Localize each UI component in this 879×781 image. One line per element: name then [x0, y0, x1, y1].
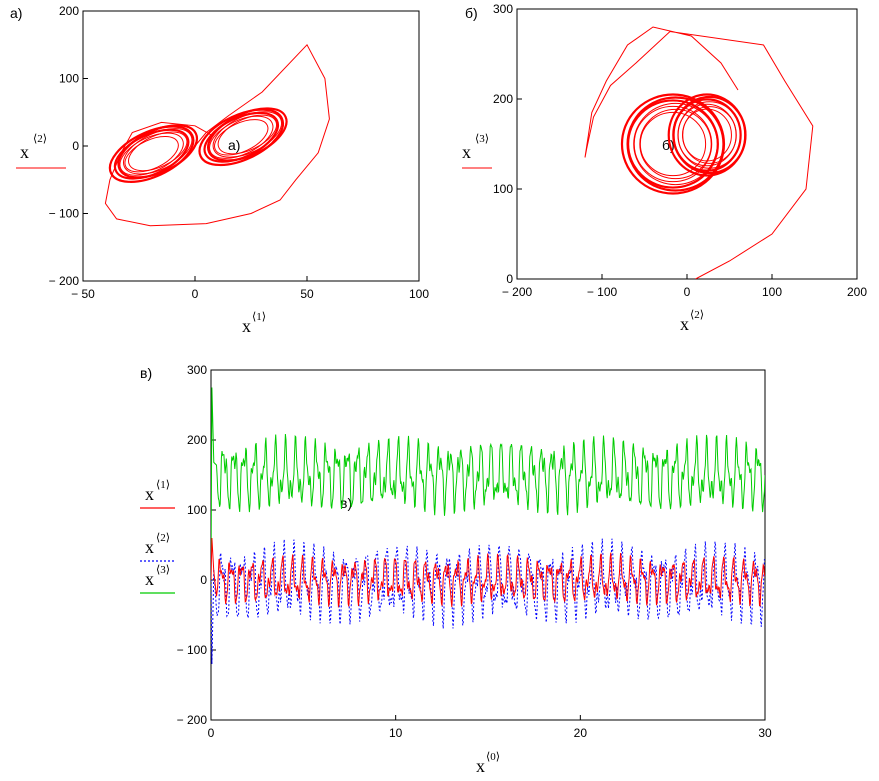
y-axis-superscript-a: ⟨2⟩ — [33, 133, 47, 145]
legend-label: x — [145, 484, 154, 504]
legend-superscript: ⟨2⟩ — [156, 532, 170, 544]
legend-label: x — [145, 569, 154, 589]
time-series-group — [211, 387, 765, 665]
x-tick-label: 100 — [409, 287, 429, 301]
x-axis-superscript-b: ⟨2⟩ — [690, 309, 704, 321]
y-axis-label-a: x — [20, 142, 29, 162]
attractor-loop-a — [633, 105, 713, 183]
trajectory-group-a — [104, 43, 330, 227]
legend-label: x — [145, 537, 154, 557]
panel-label-b: б) — [465, 5, 478, 21]
y-axis-superscript-b: ⟨3⟩ — [475, 133, 489, 145]
x-axis-superscript-c: ⟨0⟩ — [486, 751, 500, 763]
trajectory-group-b — [584, 26, 814, 279]
legend-superscript: ⟨3⟩ — [156, 564, 170, 576]
x-tick-label: − 50 — [71, 287, 95, 301]
x-tick-label: 20 — [574, 726, 588, 740]
y-tick-label: 300 — [493, 2, 513, 16]
y-tick-label: 200 — [493, 92, 513, 106]
attractor-loop-b — [217, 114, 278, 155]
x-tick-label: 0 — [208, 726, 215, 740]
attractor-loop-a — [639, 111, 707, 177]
y-axis-label-b: x — [462, 142, 471, 162]
attractor-loop-a — [626, 99, 719, 189]
x-tick-label: − 200 — [502, 285, 533, 299]
transient-trajectory-line — [584, 26, 814, 279]
y-tick-label: − 200 — [49, 274, 80, 288]
y-tick-label: − 100 — [49, 207, 80, 221]
x-axis-label-c: x — [476, 756, 485, 776]
x-tick-label: 100 — [762, 285, 782, 299]
y-tick-label: 0 — [506, 272, 513, 286]
x-tick-label: 0 — [684, 285, 691, 299]
attractor-loop-a — [128, 131, 188, 172]
attractor-loop-a — [117, 124, 199, 179]
y-tick-label: 300 — [187, 363, 207, 377]
y-tick-label: − 200 — [177, 713, 208, 727]
y-tick-label: 100 — [493, 182, 513, 196]
y-tick-label: 100 — [187, 503, 207, 517]
plot-frame-b — [516, 8, 858, 280]
y-tick-label: 0 — [72, 139, 79, 153]
y-tick-label: − 100 — [177, 643, 208, 657]
attractor-loop-a — [639, 108, 712, 180]
attractor-loop-a — [119, 132, 184, 176]
attractor-loop-b — [214, 119, 269, 156]
panel-label-c: в) — [140, 365, 152, 381]
panel-label-a: а) — [10, 5, 22, 21]
y-tick-label: 200 — [187, 433, 207, 447]
x-axis-label-b: x — [680, 314, 689, 334]
series-line-1 — [211, 387, 765, 581]
attractor-loop-b — [207, 107, 288, 162]
attractor-loop-b — [681, 108, 732, 162]
x-tick-label: 30 — [758, 726, 772, 740]
legend-superscript: ⟨1⟩ — [156, 479, 170, 491]
inner-label-a: а) — [228, 137, 240, 153]
attractor-loop-b — [203, 111, 280, 163]
y-tick-label: 0 — [200, 573, 207, 587]
attractor-loop-b — [212, 111, 283, 158]
x-axis-label-a: x — [242, 316, 251, 336]
y-tick-label: 200 — [59, 4, 79, 18]
attractor-loop-a — [113, 128, 190, 180]
x-tick-label: 200 — [847, 285, 867, 299]
series-line-2 — [211, 538, 765, 665]
attractor-loop-b — [198, 108, 285, 167]
x-tick-label: 50 — [300, 287, 314, 301]
x-axis-superscript-a: ⟨1⟩ — [252, 311, 266, 323]
attractor-loop-a — [108, 125, 195, 183]
attractor-loop-a — [124, 135, 179, 173]
x-tick-label: − 100 — [587, 285, 618, 299]
series-line-3 — [211, 537, 765, 609]
x-tick-label: 0 — [192, 287, 199, 301]
attractor-loop-a — [633, 102, 718, 186]
transient-trajectory-line — [104, 43, 330, 227]
attractor-loop-b — [209, 115, 274, 159]
x-tick-label: 10 — [389, 726, 403, 740]
attractor-loop-a — [123, 128, 193, 175]
y-tick-label: 100 — [59, 72, 79, 86]
